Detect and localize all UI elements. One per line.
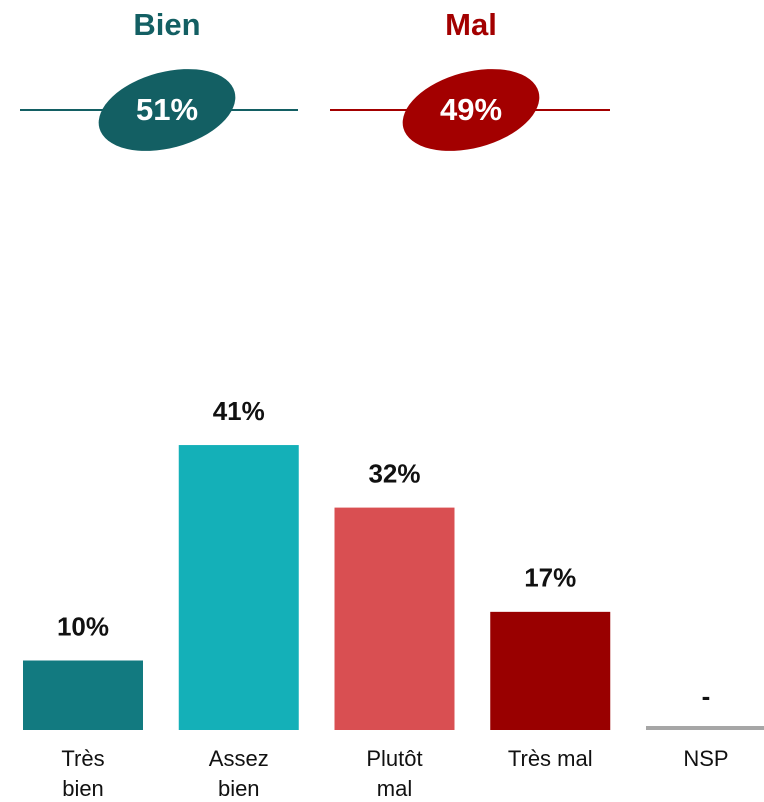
- x-tick-label: Très mal: [508, 746, 593, 771]
- summary-bubble: [402, 69, 540, 151]
- value-label: 17%: [524, 563, 576, 593]
- value-label: 32%: [368, 458, 420, 488]
- x-tick-label: NSP: [683, 746, 728, 771]
- bar: [334, 507, 455, 730]
- summary-bubble: [98, 69, 236, 151]
- value-label: 10%: [57, 611, 109, 641]
- summary-value: 51%: [136, 92, 198, 127]
- value-label: 41%: [213, 396, 265, 426]
- x-tick-label: Plutôt mal: [366, 746, 422, 801]
- bar: [178, 445, 299, 730]
- x-tick-label: Assez bien: [209, 746, 269, 801]
- summary-label: Mal: [445, 7, 497, 42]
- bar: [490, 611, 611, 730]
- summary-value: 49%: [440, 92, 502, 127]
- x-tick-label: Très bien: [61, 746, 104, 801]
- bar: [23, 660, 143, 730]
- value-label: -: [702, 681, 711, 711]
- summary-label: Bien: [133, 7, 200, 42]
